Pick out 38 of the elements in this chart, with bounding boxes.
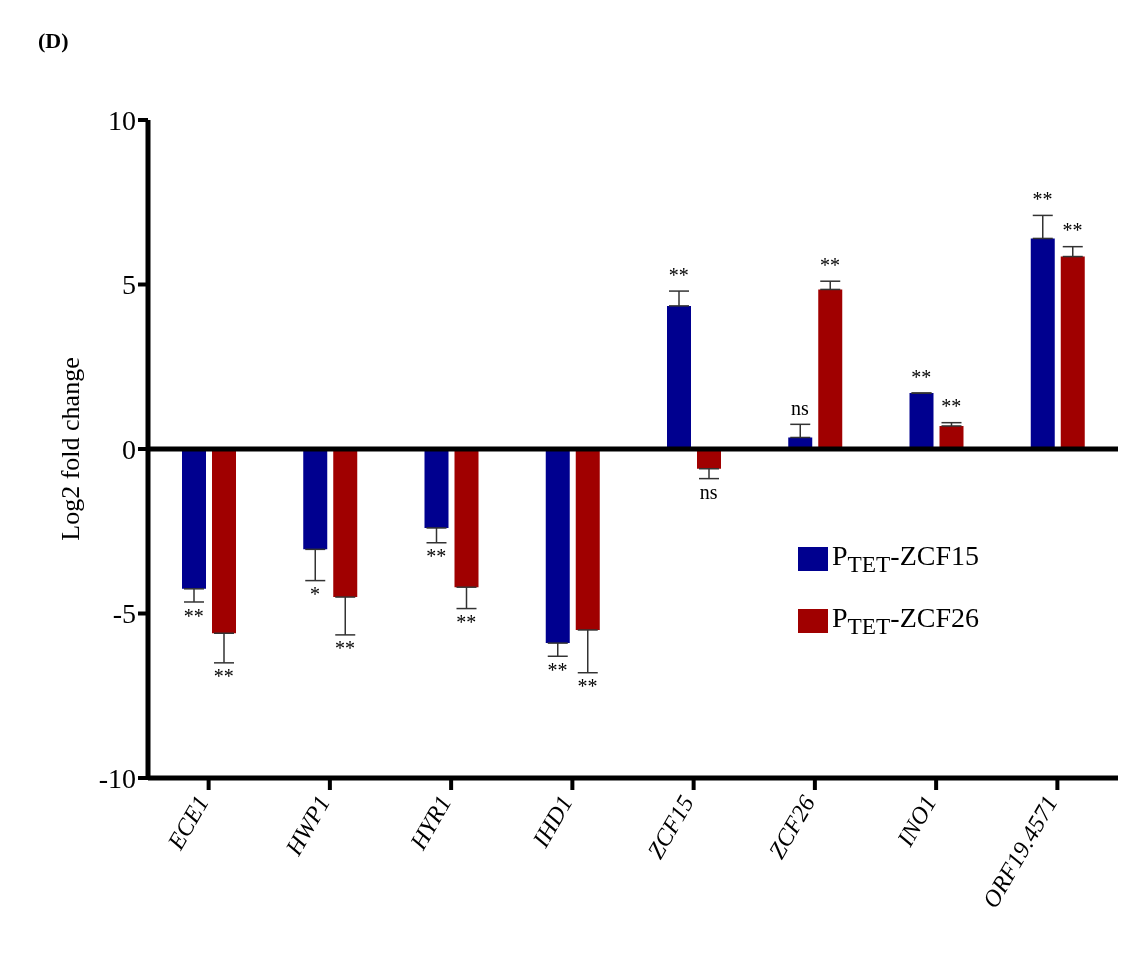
- y-axis-title: Log2 fold change: [56, 357, 86, 541]
- annotation: **: [577, 675, 598, 698]
- annotation: **: [426, 545, 447, 568]
- y-tick-label: 5: [122, 269, 136, 301]
- bar: [333, 449, 358, 598]
- annotation: ns: [699, 481, 718, 504]
- bar: [424, 449, 449, 528]
- bar: [454, 449, 479, 588]
- bar: [575, 449, 600, 630]
- annotation: **: [547, 658, 568, 681]
- annotation: **: [819, 253, 840, 276]
- bar: [1030, 238, 1055, 449]
- bar: [818, 289, 843, 449]
- y-tick-label: -5: [112, 598, 136, 630]
- annotation: **: [213, 665, 234, 688]
- annotation: *: [309, 583, 320, 606]
- bar: [182, 449, 206, 589]
- bar: [303, 449, 328, 550]
- annotation: **: [911, 365, 932, 388]
- annotation: **: [668, 263, 689, 286]
- bar: [212, 449, 236, 634]
- annotation: **: [941, 395, 962, 418]
- y-tick-label: -10: [98, 762, 136, 794]
- annotation: **: [1062, 219, 1083, 242]
- bar: [667, 305, 691, 449]
- bar: [909, 393, 934, 449]
- chart-title: (D): [38, 28, 69, 54]
- y-tick-label: 10: [108, 104, 136, 136]
- legend-label: P$_{TET}$-ZCF15: [832, 540, 980, 577]
- legend-label: P$_{TET}$-ZCF26: [832, 602, 980, 639]
- annotation: **: [183, 604, 204, 627]
- annotation: **: [334, 637, 355, 660]
- bar: [1060, 256, 1085, 449]
- annotation: **: [456, 611, 477, 634]
- bar: [545, 449, 570, 644]
- y-tick-label: 0: [122, 433, 136, 465]
- annotation: ns: [790, 396, 809, 419]
- annotation: **: [1032, 188, 1053, 210]
